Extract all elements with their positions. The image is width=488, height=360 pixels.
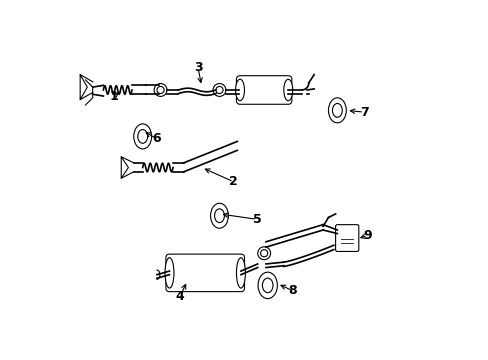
Ellipse shape bbox=[138, 130, 147, 143]
Circle shape bbox=[260, 249, 267, 257]
Text: 4: 4 bbox=[176, 289, 184, 303]
Text: 9: 9 bbox=[363, 229, 371, 242]
Circle shape bbox=[257, 247, 270, 260]
FancyBboxPatch shape bbox=[236, 76, 291, 104]
Text: 3: 3 bbox=[193, 61, 202, 74]
Ellipse shape bbox=[210, 203, 228, 228]
Ellipse shape bbox=[262, 278, 272, 293]
Ellipse shape bbox=[235, 79, 244, 101]
Text: 8: 8 bbox=[288, 284, 296, 297]
Circle shape bbox=[154, 84, 166, 96]
Text: 2: 2 bbox=[229, 175, 238, 188]
Polygon shape bbox=[121, 157, 128, 178]
Circle shape bbox=[213, 84, 225, 96]
Ellipse shape bbox=[236, 258, 245, 288]
Text: 5: 5 bbox=[252, 213, 261, 226]
Circle shape bbox=[216, 86, 223, 94]
Circle shape bbox=[157, 86, 164, 94]
Ellipse shape bbox=[134, 124, 151, 149]
Polygon shape bbox=[80, 75, 87, 100]
Text: 6: 6 bbox=[152, 132, 161, 145]
Text: 1: 1 bbox=[109, 90, 118, 103]
Ellipse shape bbox=[283, 79, 292, 101]
Ellipse shape bbox=[164, 258, 174, 288]
Ellipse shape bbox=[258, 272, 277, 298]
Ellipse shape bbox=[328, 98, 346, 123]
FancyBboxPatch shape bbox=[335, 225, 358, 251]
Ellipse shape bbox=[214, 209, 224, 222]
Text: 7: 7 bbox=[359, 105, 368, 119]
Ellipse shape bbox=[332, 103, 342, 117]
FancyBboxPatch shape bbox=[165, 254, 244, 292]
